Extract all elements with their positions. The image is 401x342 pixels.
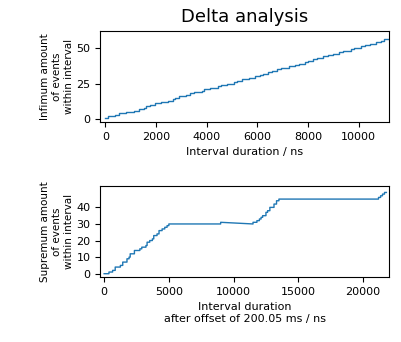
X-axis label: Interval duration / ns: Interval duration / ns — [186, 147, 303, 157]
Title: Delta analysis: Delta analysis — [181, 9, 308, 26]
Y-axis label: Supremum amount
of events
within interval: Supremum amount of events within interva… — [41, 181, 74, 282]
Y-axis label: Infimum amount
of events
within interval: Infimum amount of events within interval — [41, 33, 74, 120]
X-axis label: Interval duration
after offset of 200.05 ms / ns: Interval duration after offset of 200.05… — [164, 302, 326, 324]
